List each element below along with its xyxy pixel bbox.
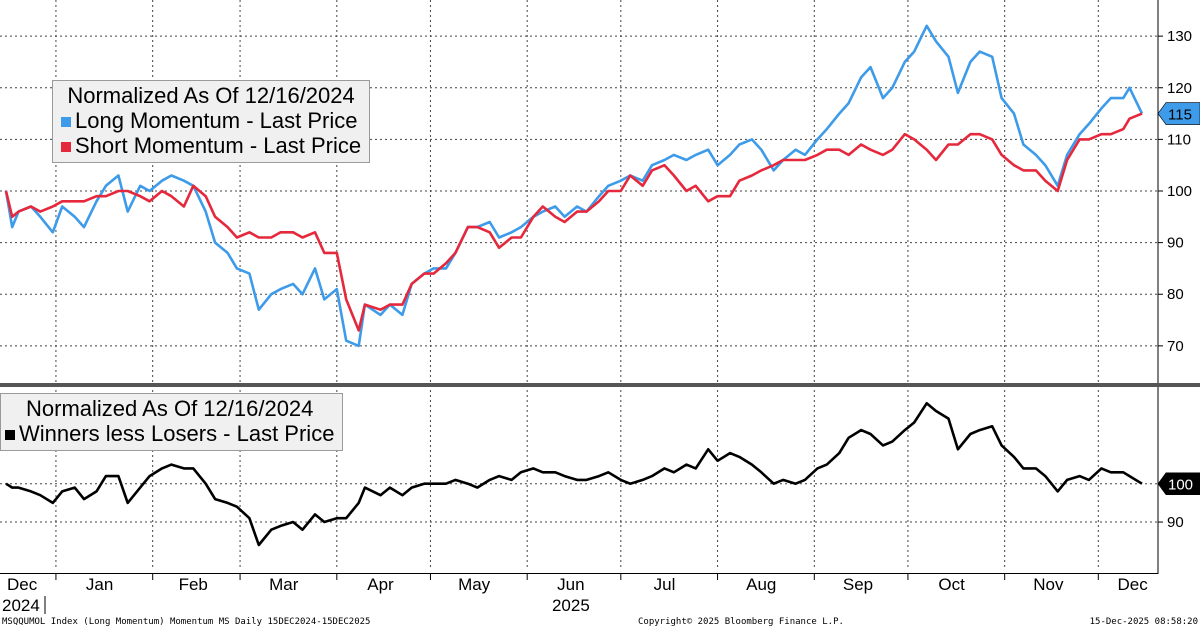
legend-label-wl: Winners less Losers - Last Price: [19, 421, 335, 446]
top-y-tick-110: 110: [1167, 131, 1191, 148]
top-series-line-0: [4, 24, 1144, 348]
bottom-last-value-tag: [1157, 472, 1200, 496]
footer-source: MSQQUMOL Index (Long Momentum) Momentum …: [2, 617, 371, 627]
legend-entry-wl: Winners less Losers - Last Price: [5, 421, 334, 446]
x-tick-label-11: Nov: [1033, 575, 1064, 594]
top-series-line-1: [4, 112, 1143, 332]
top-last-value-text: 115: [1168, 107, 1192, 124]
bottom-legend-title: Normalized As Of 12/16/2024: [26, 396, 314, 421]
x-year-label-2024: 2024: [2, 596, 40, 615]
y-tick-labels: 70 80 90 100 110 120 130 90 100: [1167, 28, 1192, 531]
x-tick-label-0: Dec: [7, 575, 38, 594]
x-tick-label-4: Apr: [367, 575, 394, 594]
footer-timestamp: 15-Dec-2025 08:58:20: [1089, 617, 1198, 627]
x-tick-label-12: Dec: [1118, 575, 1149, 594]
chart-canvas: 70 80 90 100 110 120 130 90 100 Dec Jan Feb Mar Apr M…: [0, 0, 1200, 615]
x-tick-label-2: Feb: [179, 575, 208, 594]
top-legend: Normalized As Of 12/16/2024 Long Momentu…: [52, 80, 371, 163]
legend-label-short: Short Momentum - Last Price: [75, 133, 362, 158]
top-y-tick-90: 90: [1167, 235, 1184, 252]
bottom-series-line-0: [5, 402, 1143, 547]
bottom-panel-series: [5, 402, 1143, 547]
x-tick-label-10: Oct: [938, 575, 965, 594]
top-y-tick-120: 120: [1167, 80, 1192, 97]
top-y-tick-80: 80: [1167, 286, 1184, 303]
top-panel-series: [4, 24, 1144, 348]
x-tick-label-1: Jan: [86, 575, 113, 594]
last-value-labels: 115 100: [1157, 102, 1200, 496]
x-tick-label-9: Sep: [843, 575, 873, 594]
footer-copyright: Copyright© 2025 Bloomberg Finance L.P.: [638, 617, 844, 627]
x-tick-labels: Dec Jan Feb Mar Apr May Jun Jul Aug Sep Oct Nov Dec 2…: [2, 575, 1148, 615]
top-legend-title: Normalized As Of 12/16/2024: [67, 83, 355, 108]
x-tick-label-5: May: [458, 575, 491, 594]
x-tick-label-3: Mar: [269, 575, 299, 594]
footer: MSQQUMOL Index (Long Momentum) Momentum …: [0, 616, 1200, 629]
panel-divider: [0, 383, 1200, 387]
axes: [0, 0, 1200, 580]
x-year-label-2025: 2025: [552, 596, 590, 615]
top-y-tick-130: 130: [1167, 28, 1192, 45]
bottom-last-value-text: 100: [1168, 477, 1193, 494]
top-y-tick-70: 70: [1167, 338, 1184, 355]
bottom-legend: Normalized As Of 12/16/2024 Winners less…: [0, 393, 344, 451]
legend-entry-short: Short Momentum - Last Price: [61, 133, 361, 158]
top-y-tick-100: 100: [1167, 183, 1192, 200]
bottom-panel-grid: [0, 483, 1158, 523]
x-tick-label-6: Jun: [557, 575, 584, 594]
legend-swatch-short: [61, 142, 71, 152]
legend-swatch-wl: [5, 430, 15, 440]
legend-label-long: Long Momentum - Last Price: [75, 108, 358, 133]
x-tick-label-7: Jul: [654, 575, 676, 594]
bottom-y-tick-90: 90: [1167, 514, 1184, 531]
legend-swatch-long: [61, 117, 71, 127]
legend-entry-long: Long Momentum - Last Price: [61, 108, 361, 133]
x-tick-label-8: Aug: [746, 575, 776, 594]
top-last-value-tag: [1157, 102, 1200, 125]
